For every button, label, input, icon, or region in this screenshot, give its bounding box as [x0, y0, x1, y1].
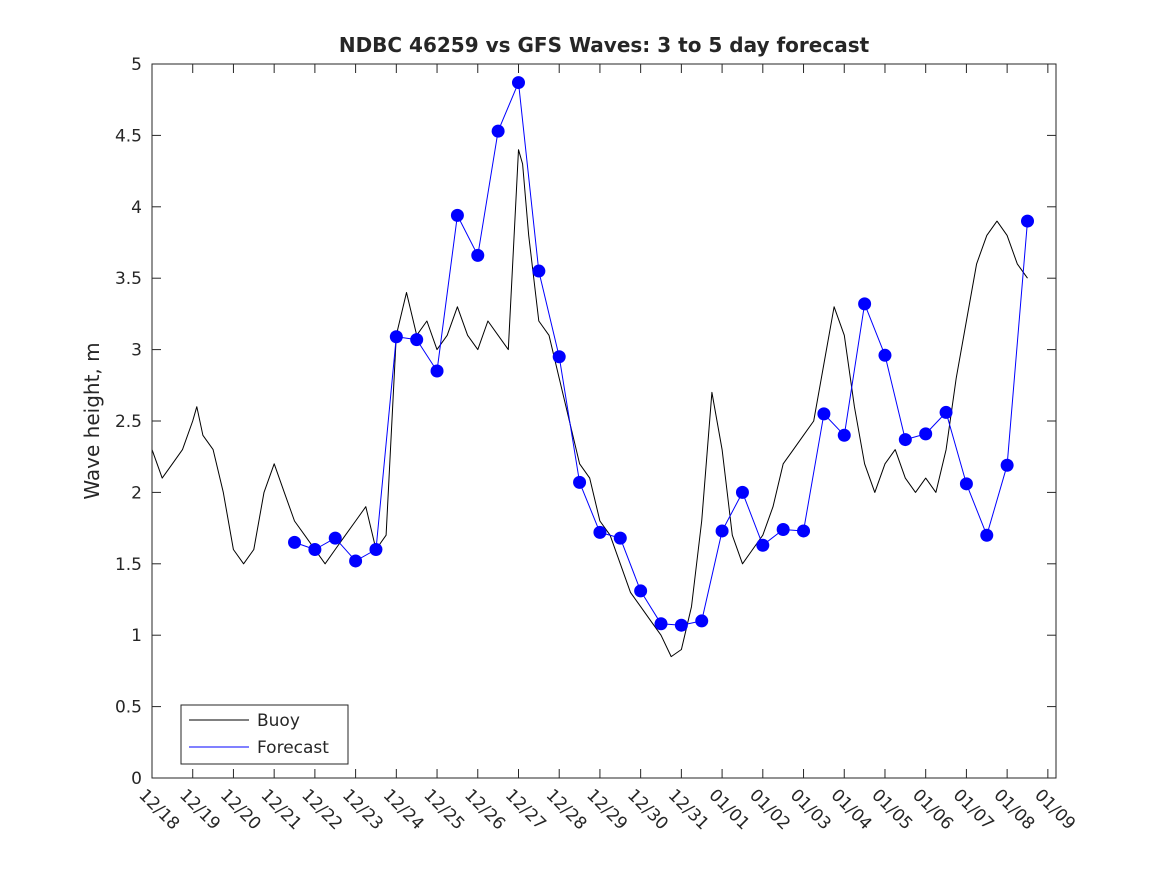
forecast-marker	[491, 124, 505, 138]
forecast-marker	[797, 524, 811, 538]
y-tick-label: 3	[131, 341, 142, 361]
forecast-marker	[817, 407, 831, 421]
forecast-marker	[898, 433, 912, 447]
forecast-marker	[369, 543, 383, 557]
forecast-marker	[410, 333, 424, 347]
legend-label-forecast: Forecast	[257, 738, 329, 758]
forecast-marker	[1000, 458, 1014, 472]
forecast-marker	[450, 208, 464, 222]
y-tick-label: 3.5	[115, 269, 142, 289]
y-tick-label: 4	[131, 198, 142, 218]
forecast-marker	[939, 405, 953, 419]
y-tick-label: 0	[131, 769, 142, 789]
forecast-marker	[878, 348, 892, 362]
forecast-marker	[532, 264, 546, 278]
y-tick-label: 2.5	[115, 412, 142, 432]
y-tick-label: 1	[131, 626, 142, 646]
y-tick-label: 2	[131, 483, 142, 503]
y-tick-label: 0.5	[115, 698, 142, 718]
forecast-marker	[349, 554, 363, 568]
forecast-marker	[430, 364, 444, 378]
forecast-marker	[695, 614, 709, 628]
forecast-marker	[858, 297, 872, 311]
y-tick-label: 1.5	[115, 555, 142, 575]
forecast-marker	[593, 525, 607, 539]
forecast-marker	[735, 485, 749, 499]
forecast-marker	[674, 618, 688, 632]
forecast-marker	[288, 535, 302, 549]
forecast-marker	[837, 428, 851, 442]
forecast-marker	[552, 350, 566, 364]
forecast-marker	[613, 531, 627, 545]
series-line-buoy	[151, 149, 1028, 658]
forecast-marker	[980, 528, 994, 542]
forecast-marker	[328, 531, 342, 545]
forecast-marker	[654, 617, 668, 631]
forecast-marker	[634, 584, 648, 598]
legend-label-buoy: Buoy	[257, 711, 300, 731]
forecast-marker	[511, 76, 525, 90]
chart-title: NDBC 46259 vs GFS Waves: 3 to 5 day fore…	[339, 33, 870, 57]
plot-area	[151, 76, 1034, 658]
y-tick-label: 5	[131, 55, 142, 75]
legend: Buoy Forecast	[180, 704, 349, 765]
forecast-marker	[389, 330, 403, 344]
forecast-marker	[1020, 214, 1034, 228]
forecast-marker	[471, 248, 485, 262]
forecast-marker	[308, 543, 322, 557]
forecast-marker	[776, 523, 790, 537]
y-tick-label: 4.5	[115, 126, 142, 146]
forecast-marker	[756, 538, 770, 552]
forecast-marker	[959, 477, 973, 491]
forecast-marker	[715, 524, 729, 538]
forecast-marker	[573, 475, 587, 489]
y-axis-label: Wave height, m	[80, 342, 104, 499]
legend-box	[180, 704, 349, 765]
forecast-marker	[919, 427, 933, 441]
